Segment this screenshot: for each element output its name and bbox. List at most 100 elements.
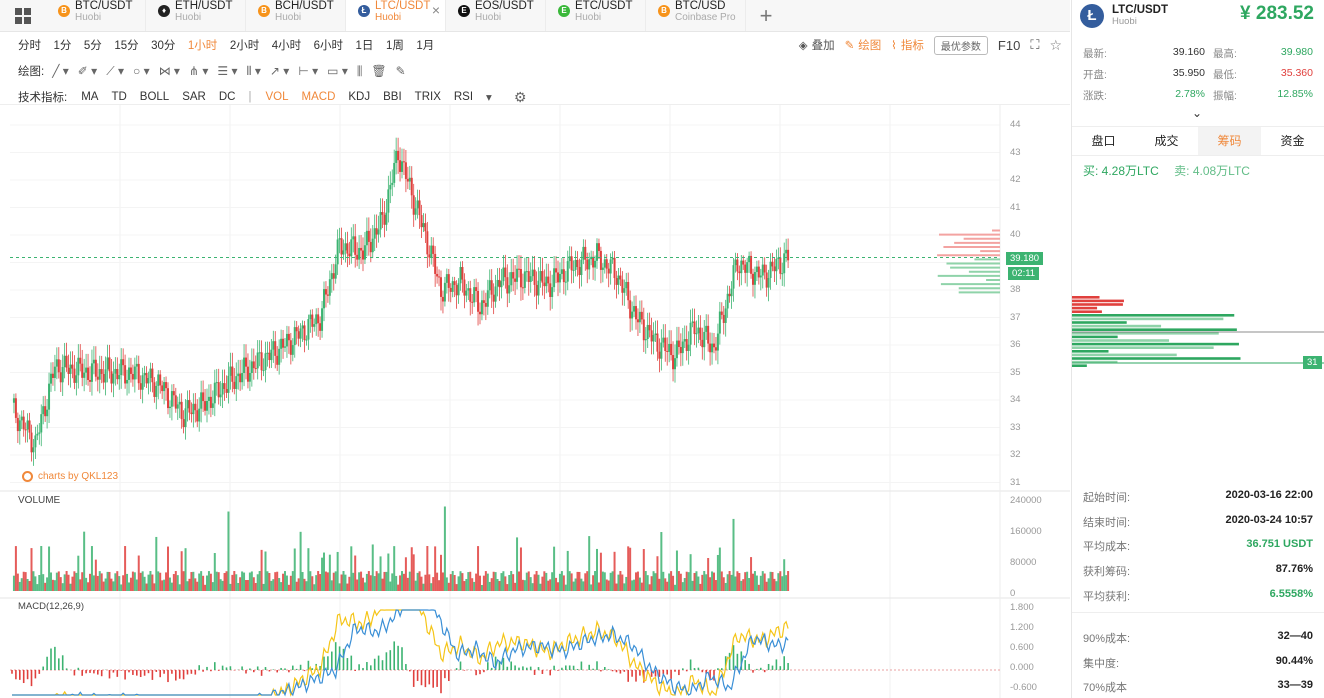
lock-pen-icon[interactable]: ✎ xyxy=(395,64,406,78)
f10-button[interactable]: F10 xyxy=(997,37,1021,53)
indicator-option[interactable]: BOLL xyxy=(139,91,170,103)
pattern-tool-icon[interactable]: ⋈ ▾ xyxy=(158,64,180,78)
candle-body xyxy=(221,383,224,395)
panel-tab[interactable]: 成交 xyxy=(1154,134,1179,148)
candle-body xyxy=(535,284,538,296)
candle-body xyxy=(658,351,661,359)
overlay-button[interactable]: ◈ 叠加 xyxy=(799,37,835,53)
macd-histogram-bar xyxy=(155,670,158,672)
volume-bar xyxy=(646,575,649,591)
interval-option[interactable]: 2小时 xyxy=(229,40,260,52)
indicator-option[interactable]: SAR xyxy=(182,91,206,103)
brush-tool-icon[interactable]: ✐ ▾ xyxy=(77,64,98,78)
volume-bar xyxy=(209,573,212,591)
indicator-option[interactable]: TD xyxy=(111,91,127,103)
volume-bar xyxy=(660,532,663,591)
panel-tab[interactable]: 资金 xyxy=(1280,134,1305,148)
candle-body xyxy=(365,230,368,246)
macd-histogram-bar xyxy=(580,661,583,670)
chart-canvas[interactable] xyxy=(0,105,1070,698)
candle-body xyxy=(350,239,353,257)
indicator-button[interactable]: ⌇ 指标 xyxy=(891,37,924,53)
volume-bar xyxy=(564,584,567,591)
symbol-tab[interactable]: E EOS/USDT Huobi xyxy=(446,0,546,31)
symbol-tab[interactable]: B BTC/USDT Huobi xyxy=(46,0,146,31)
candle-body xyxy=(326,294,329,296)
gann-tool-icon[interactable]: ⫴ ▾ xyxy=(246,63,261,78)
trash-icon[interactable]: 🗑 xyxy=(371,64,387,78)
indicator-option[interactable]: MACD xyxy=(301,91,336,103)
interval-option[interactable]: 1日 xyxy=(355,40,374,52)
macd-histogram-bar xyxy=(139,670,142,678)
best-params-button[interactable]: 最优参数 xyxy=(933,35,988,55)
layout-grid-button[interactable] xyxy=(0,0,46,31)
buy-sell-summary: 买: 4.28万LTC 卖: 4.08万LTC xyxy=(1083,162,1250,179)
candle-body xyxy=(748,255,751,263)
interval-option[interactable]: 4小时 xyxy=(271,40,302,52)
interval-option[interactable]: 1周 xyxy=(385,40,404,52)
chevron-down-icon[interactable]: ⌄ xyxy=(1192,106,1203,120)
indicator-option[interactable]: TRIX xyxy=(414,91,441,103)
interval-option[interactable]: 1月 xyxy=(416,40,435,52)
bar-chart-tool-icon[interactable]: ⫼ xyxy=(356,63,363,78)
volume-bar xyxy=(516,537,519,591)
indicator-option[interactable]: BBI xyxy=(383,91,402,103)
fullscreen-icon[interactable]: ⛶ xyxy=(1030,37,1040,52)
pitchfork-tool-icon[interactable]: ⋔ ▾ xyxy=(188,64,209,78)
candle-body xyxy=(301,325,304,329)
symbol-tab[interactable]: B BTC/USD Coinbase Pro xyxy=(646,0,746,31)
macd-histogram-bar xyxy=(354,670,356,671)
volume-bar xyxy=(607,580,610,591)
candle-body xyxy=(492,294,495,302)
interval-option[interactable]: 5分 xyxy=(83,40,102,52)
volume-bar xyxy=(463,581,466,591)
settings-gear-icon[interactable]: ⚙ xyxy=(513,88,527,105)
indicator-dropdown-icon[interactable]: ▾ xyxy=(486,92,492,104)
indicator-option[interactable]: VOL xyxy=(265,91,289,103)
indicator-option[interactable]: RSI xyxy=(453,91,474,103)
volume-bar xyxy=(186,581,189,591)
chip-bar xyxy=(1072,360,1118,364)
candle-body xyxy=(55,359,58,367)
candle-body xyxy=(196,410,199,422)
draw-button[interactable]: ✎ 绘图 xyxy=(845,37,882,53)
interval-option[interactable]: 分时 xyxy=(18,40,41,52)
interval-option[interactable]: 15分 xyxy=(114,40,139,52)
candle-body xyxy=(636,319,639,323)
symbol-tab[interactable]: B BCH/USDT Huobi xyxy=(246,0,346,31)
macd-histogram-bar xyxy=(58,658,60,670)
indicator-option[interactable]: DC xyxy=(218,91,236,103)
annotation-tool-icon[interactable]: ▭ ▾ xyxy=(327,64,348,78)
fib-tool-icon[interactable]: ☰ ▾ xyxy=(217,64,238,78)
line-tool-icon[interactable]: ╱ ▾ xyxy=(52,64,69,78)
candle-body xyxy=(740,260,743,274)
volume-bar xyxy=(426,546,429,591)
macd-histogram-bar xyxy=(463,670,466,671)
panel-tab[interactable]: 盘口 xyxy=(1091,134,1116,148)
symbol-tab[interactable]: Ł LTC/USDT Huobi × xyxy=(346,0,446,31)
star-icon[interactable]: ☆ xyxy=(1049,36,1062,53)
indicator-option[interactable]: MA xyxy=(81,91,99,103)
interval-option[interactable]: 1小时 xyxy=(187,40,218,52)
indicator-option[interactable]: KDJ xyxy=(348,91,371,103)
volume-bar xyxy=(85,577,88,591)
macd-histogram-bar xyxy=(229,666,232,670)
volume-bar xyxy=(402,573,405,591)
chart-area[interactable]: 4443424140393837363534333231 24000016000… xyxy=(0,104,1070,698)
candle-body xyxy=(607,268,610,274)
shape-tool-icon[interactable]: ○ ▾ xyxy=(132,64,150,78)
symbol-tab[interactable]: ♦ ETH/USDT Huobi xyxy=(146,0,246,31)
symbol-tab[interactable]: E ETC/USDT Huobi xyxy=(546,0,646,31)
arrow-tool-icon[interactable]: ↗ ▾ xyxy=(269,64,290,78)
macd-histogram-bar xyxy=(557,670,559,671)
interval-option[interactable]: 30分 xyxy=(151,40,176,52)
add-tab-button[interactable]: + xyxy=(746,0,786,31)
interval-option[interactable]: 6小时 xyxy=(313,40,344,52)
measure-tool-icon[interactable]: ⊢ ▾ xyxy=(298,64,319,78)
interval-option[interactable]: 1分 xyxy=(53,40,72,52)
symbol-tabs: B BTC/USDT Huobi ♦ ETH/USDT Huobi B BCH/USDT Huo… xyxy=(46,0,746,31)
volume-bar xyxy=(477,546,480,591)
close-icon[interactable]: × xyxy=(431,2,440,18)
channel-tool-icon[interactable]: ⟋ ▾ xyxy=(106,63,124,78)
panel-tab[interactable]: 筹码 xyxy=(1198,127,1261,155)
